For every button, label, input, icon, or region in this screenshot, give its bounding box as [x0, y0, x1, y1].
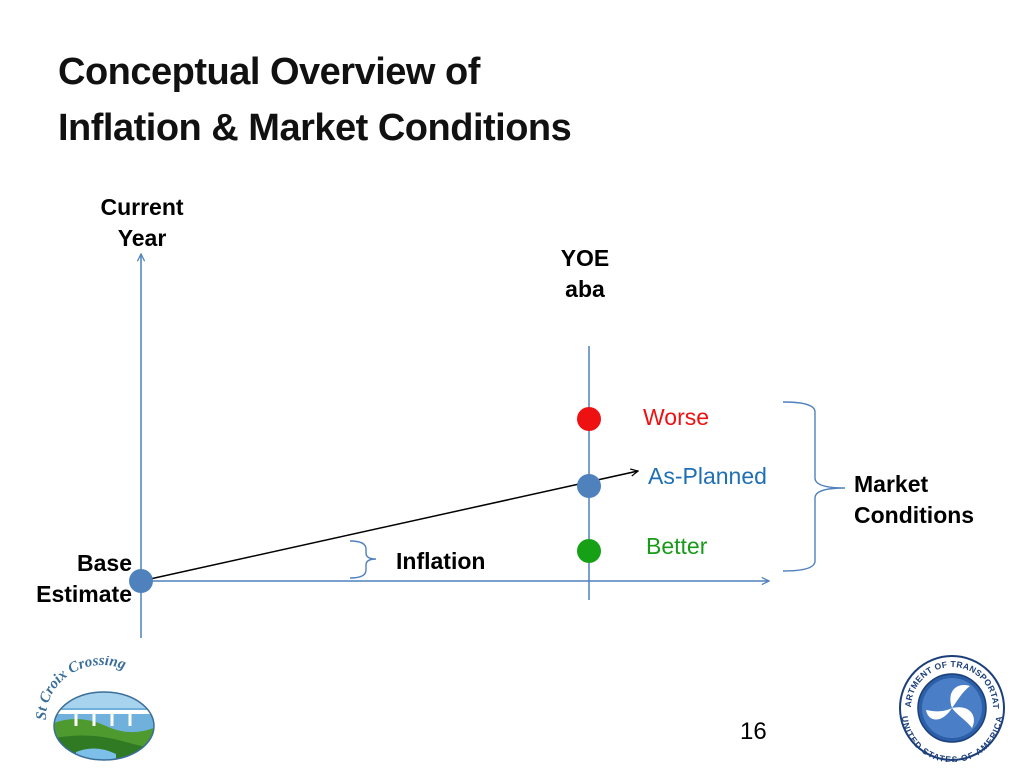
y-axis-label-line-2: Year: [117, 225, 167, 251]
slide-title-line-2: Inflation & Market Conditions: [58, 107, 572, 149]
base-estimate-label-line-2: Estimate: [36, 581, 132, 607]
page-number: 16: [740, 718, 767, 745]
y-axis-label: Current Year: [80, 192, 204, 254]
market-conditions-label-line-2: Conditions: [854, 502, 975, 528]
better-label: Better: [646, 533, 708, 559]
base-estimate-label-line-1: Base: [77, 550, 132, 576]
yoe-label: YOE aba: [540, 243, 630, 305]
market-conditions-label-line-1: Market: [854, 471, 929, 497]
better-point: [577, 539, 601, 563]
market-conditions-label: Market Conditions: [854, 469, 974, 531]
base-estimate-point: [129, 569, 153, 593]
us-dot-seal: DEPARTMENT OF TRANSPORTATION UNITED STAT…: [896, 654, 1005, 762]
yoe-label-line-2: aba: [565, 276, 605, 302]
slide-title: Conceptual Overview of Inflation & Marke…: [58, 44, 572, 156]
inflation-label: Inflation: [396, 548, 486, 574]
worse-label: Worse: [643, 404, 710, 430]
base-estimate-label: Base Estimate: [0, 548, 132, 610]
inflation-brace: [349, 540, 377, 579]
market-conditions-brace: [782, 401, 846, 572]
worse-point: [577, 407, 601, 431]
yoe-label-line-1: YOE: [560, 245, 610, 271]
inflation-trend-arrow: [140, 471, 638, 582]
as-planned-point: [577, 474, 601, 498]
st-croix-crossing-logo: St Croix Crossing: [36, 656, 155, 761]
slide-title-line-1: Conceptual Overview of: [58, 51, 480, 93]
as-planned-label: As-Planned: [648, 463, 767, 489]
y-axis-label-line-1: Current: [100, 194, 184, 220]
